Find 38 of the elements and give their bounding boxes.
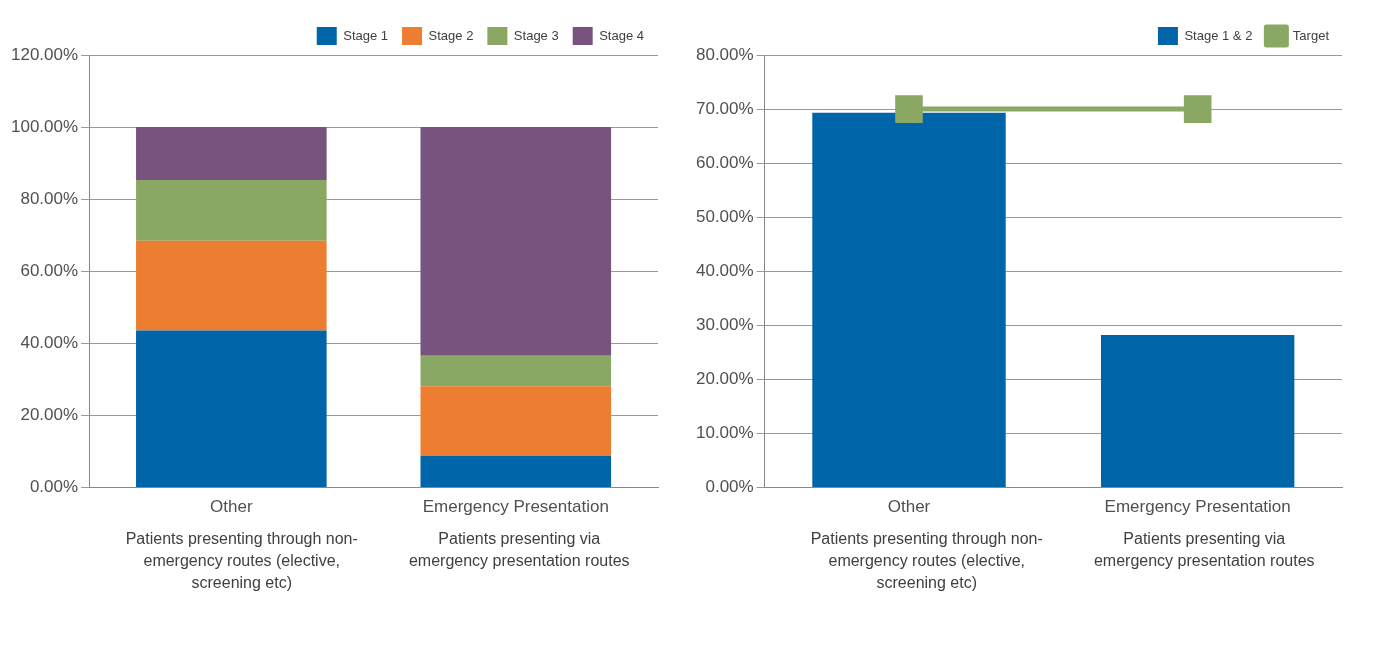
legend-label: Stage 1 <box>343 27 389 43</box>
y-tick-label: 50.00% <box>695 206 754 226</box>
bar <box>420 127 612 356</box>
y-tick-label: 20.00% <box>695 369 754 389</box>
text: Patients presenting through non-emergency routes (elective, screening etc) <box>124 529 359 593</box>
legend-label: Stage 4 <box>599 27 645 43</box>
legend-label: Stage 3 <box>513 27 559 43</box>
x-tick-label: Emergency Presentation <box>422 497 609 517</box>
bar <box>136 240 327 331</box>
text: Patients presenting through non-emergency routes (elective, screening etc) <box>809 529 1044 593</box>
y-tick-label: 0.00% <box>29 477 79 497</box>
y-tick-label: 70.00% <box>695 98 754 118</box>
bar <box>420 386 612 456</box>
bar <box>420 355 612 387</box>
text: Patients presenting via emergency presentation routes <box>1092 529 1316 571</box>
y-tick-label: 20.00% <box>20 405 79 425</box>
legend-label: Stage 2 <box>428 27 474 43</box>
y-tick-label: 100.00% <box>10 116 79 136</box>
bar <box>420 455 612 488</box>
y-tick-label: 40.00% <box>20 333 79 353</box>
bar <box>136 127 327 181</box>
x-tick-label: Other <box>210 497 253 517</box>
text: Patients presenting via emergency presentation routes <box>407 529 631 571</box>
y-tick-label: 60.00% <box>20 260 79 280</box>
y-tick-label: 0.00% <box>705 477 754 497</box>
y-tick-label: 60.00% <box>695 152 754 172</box>
y-tick-label: 80.00% <box>20 188 79 208</box>
y-tick-label: 10.00% <box>695 423 754 443</box>
y-tick-label: 40.00% <box>695 260 754 280</box>
bar <box>136 330 327 488</box>
legend-label: Target <box>1292 27 1330 43</box>
y-tick-label: 30.00% <box>695 315 754 335</box>
y-tick-label: 120.00% <box>10 44 79 64</box>
legend-label: Stage 1 & 2 <box>1184 27 1253 43</box>
x-tick-label: Emergency Presentation <box>1104 497 1291 517</box>
y-tick-label: 80.00% <box>695 44 754 64</box>
bar <box>136 180 327 241</box>
x-tick-label: Other <box>887 497 931 517</box>
